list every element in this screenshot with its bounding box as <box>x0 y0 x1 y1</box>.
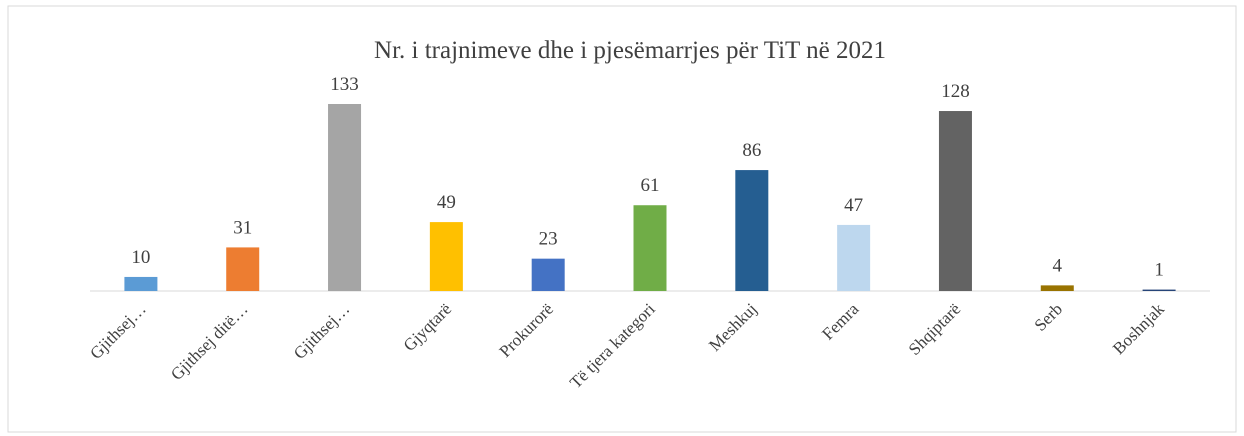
chart-border <box>7 5 1237 433</box>
data-label: 133 <box>330 74 359 95</box>
data-label: 23 <box>539 229 558 250</box>
bar <box>531 258 565 291</box>
bar <box>837 224 871 291</box>
bar <box>226 247 260 291</box>
bar <box>429 222 463 291</box>
data-label: 49 <box>437 192 456 213</box>
data-label: 31 <box>233 217 252 238</box>
data-label: 1 <box>1154 260 1164 281</box>
bar <box>1040 285 1074 291</box>
bar <box>124 276 158 291</box>
bar <box>938 111 972 291</box>
chart-title: Nr. i trajnimeve dhe i pjesëmarrjes për … <box>374 37 886 64</box>
bar <box>328 104 362 291</box>
data-label: 61 <box>641 175 660 196</box>
data-label: 4 <box>1053 255 1063 276</box>
data-label: 10 <box>131 247 150 268</box>
data-label: 47 <box>844 195 863 216</box>
bar <box>735 170 769 291</box>
bar <box>1142 289 1176 291</box>
data-label: 128 <box>941 81 970 102</box>
bar <box>633 205 667 291</box>
data-label: 86 <box>742 140 761 161</box>
